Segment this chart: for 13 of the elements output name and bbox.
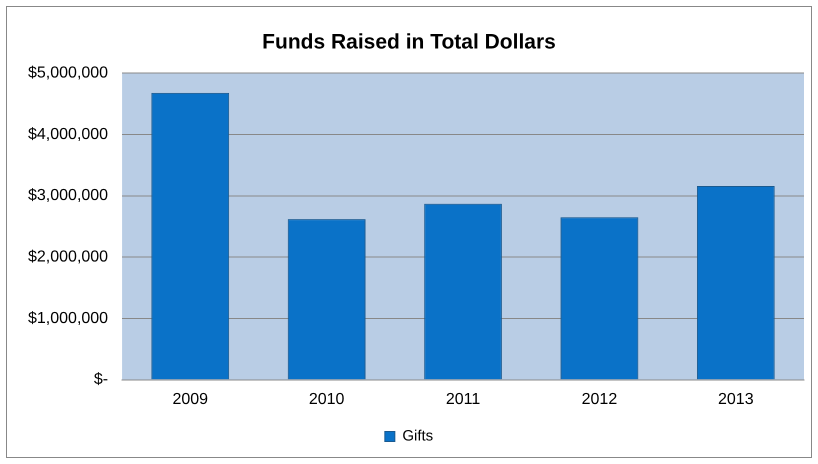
x-tick-label: 2012 [582,390,618,408]
y-tick-label: $2,000,000 [28,248,108,266]
x-tick-label: 2010 [308,390,345,408]
y-tick-label: $3,000,000 [28,187,108,204]
y-tick-label: $4,000,000 [28,126,108,143]
y-tick-label: $1,000,000 [28,310,108,327]
y-tick-label: $- [94,371,108,388]
x-tick-label: 2011 [446,390,480,408]
legend-label: Gifts [402,428,434,445]
x-tick-label: 2013 [718,390,754,408]
y-tick-label: $5,000,000 [28,64,108,82]
chart-title: Funds Raised in Total Dollars [262,30,556,54]
x-tick-label: 2009 [172,390,208,408]
